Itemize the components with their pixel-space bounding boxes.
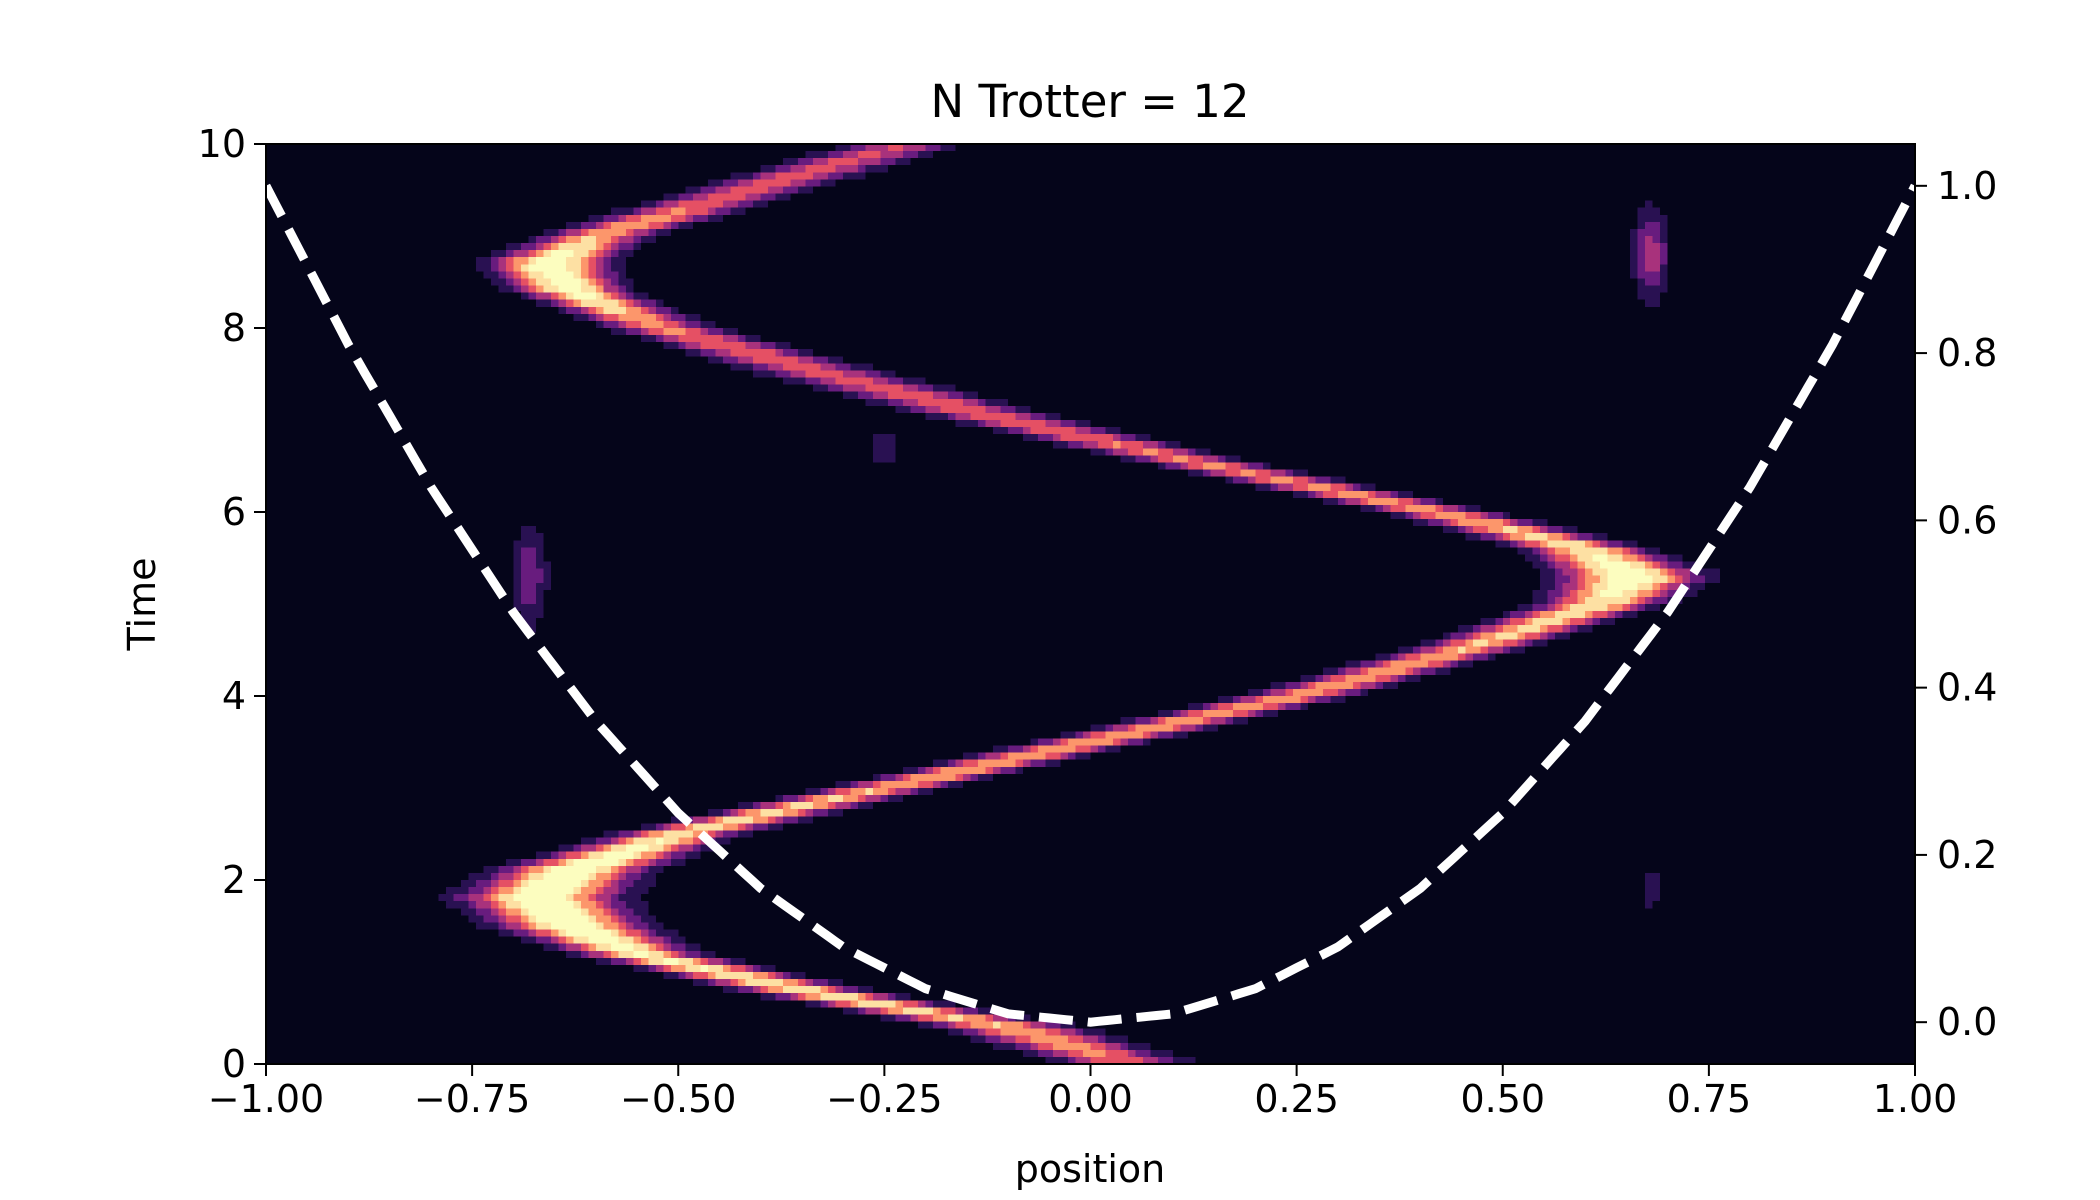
x-tick-label: −0.75 (414, 1077, 530, 1121)
right-y-tick-label: 0.8 (1937, 331, 1997, 375)
x-tick-label: 0.25 (1254, 1077, 1339, 1121)
y-tick-label: 8 (222, 306, 246, 350)
x-tick-label: 1.00 (1873, 1077, 1958, 1121)
y-tick-label: 6 (222, 490, 246, 534)
potential-line (266, 183, 1915, 1027)
right-y-tick-label: 1.0 (1937, 164, 1997, 208)
chart-title: N Trotter = 12 (931, 75, 1250, 128)
x-tick-label: 0.50 (1460, 1077, 1545, 1121)
y-axis: 0 2 4 6 8 10 (198, 122, 266, 1086)
heatmap (266, 144, 1915, 1064)
x-axis: −1.00 −0.75 −0.50 −0.25 0.00 0.25 0.50 0.75 1.00 (208, 1064, 1958, 1121)
y-axis-label: Time (120, 558, 164, 652)
y-tick-label: 2 (222, 858, 246, 902)
potential-series (266, 183, 1915, 1027)
y-tick-label: 10 (198, 122, 246, 166)
right-y-tick-label: 0.6 (1937, 498, 1997, 542)
right-y-tick-label: 0.2 (1937, 833, 1997, 877)
x-tick-label: −0.50 (620, 1077, 736, 1121)
y-tick-label: 4 (222, 674, 246, 718)
x-axis-label: position (1015, 1147, 1166, 1191)
x-tick-label: 0.00 (1048, 1077, 1133, 1121)
right-y-tick-label: 0.4 (1937, 666, 1997, 710)
plot-area (265, 143, 1916, 1065)
x-tick-label: −0.25 (826, 1077, 942, 1121)
y-tick-label: 0 (222, 1042, 246, 1086)
right-y-axis: 0.0 0.2 0.4 0.6 0.8 1.0 (1915, 164, 1997, 1044)
x-tick-label: −1.00 (208, 1077, 324, 1121)
x-tick-label: 0.75 (1667, 1077, 1752, 1121)
right-y-tick-label: 0.0 (1937, 1000, 1997, 1044)
